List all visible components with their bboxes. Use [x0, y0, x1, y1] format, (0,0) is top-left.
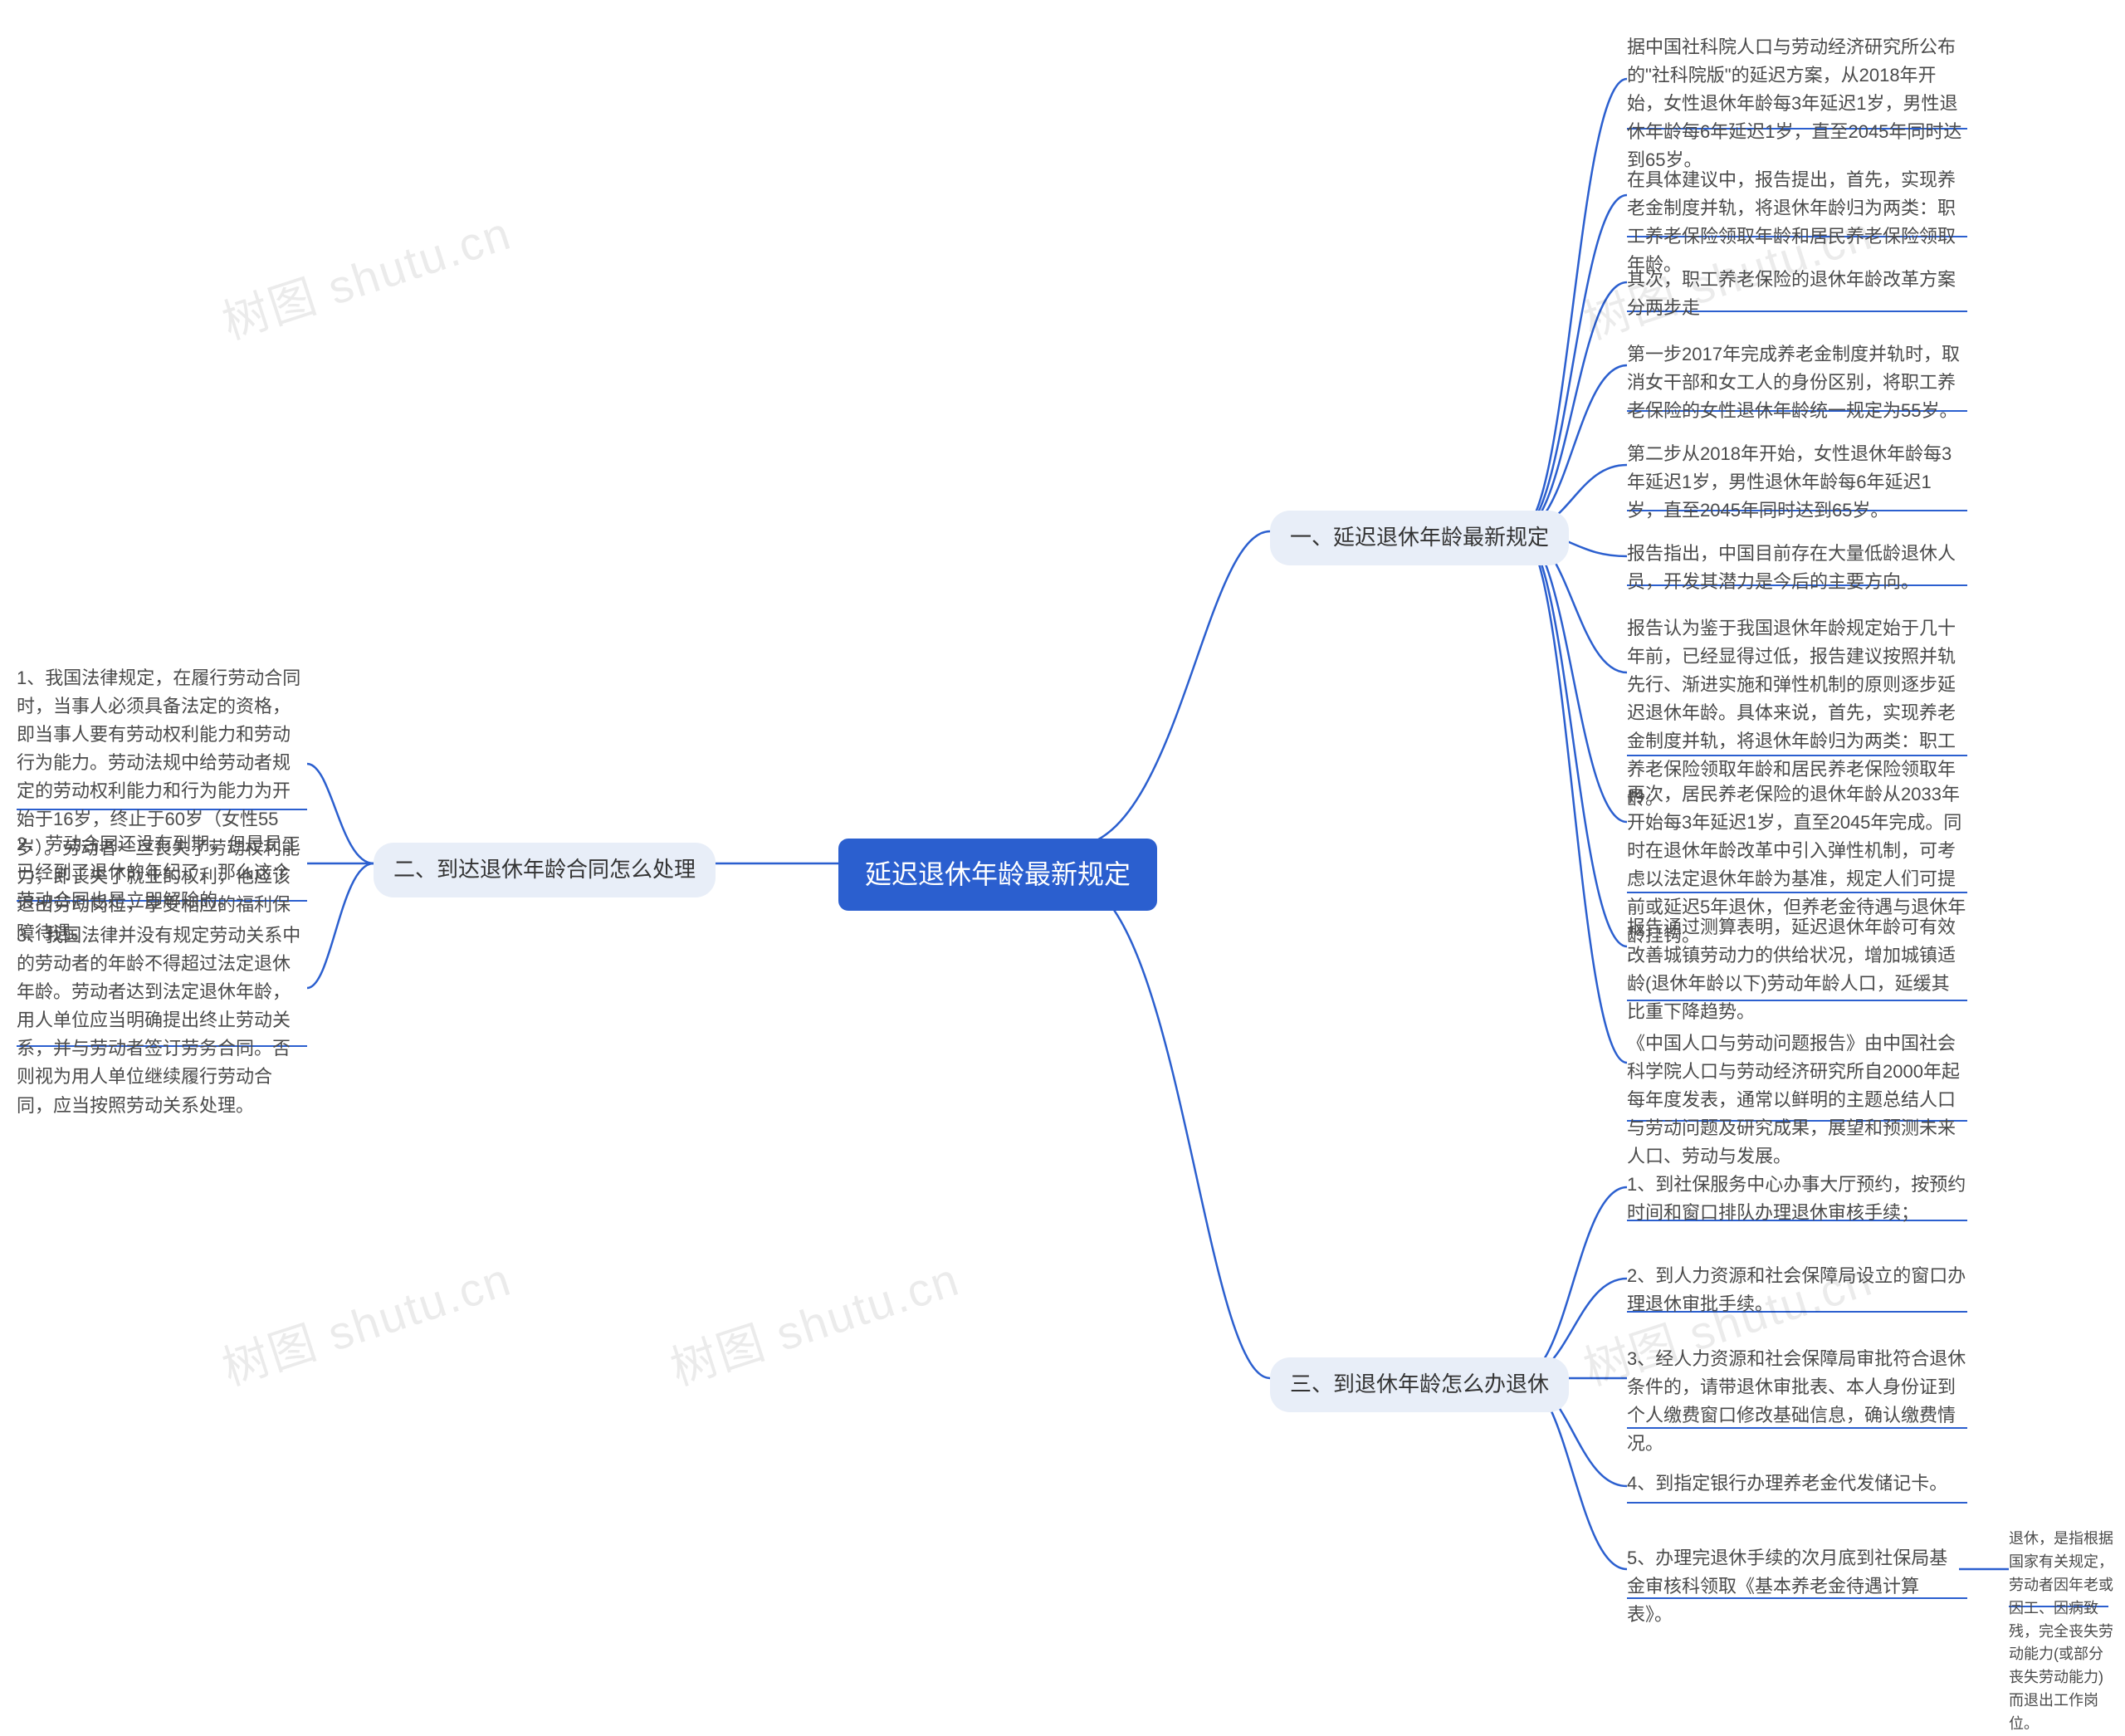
leaf-node: 1、到社保服务中心办事大厅预约，按预约时间和窗口排队办理退休审核手续； [1627, 1171, 1967, 1227]
leaf-node: 3、经人力资源和社会保障局审批符合退休条件的，请带退休审批表、本人身份证到个人缴… [1627, 1345, 1967, 1458]
root-node[interactable]: 延迟退休年龄最新规定 [838, 839, 1157, 911]
branch-node-1[interactable]: 一、延迟退休年龄最新规定 [1270, 511, 1569, 565]
leaf-node: 2、劳动合同还没有到期，但是员工已经到了退休的年纪了，那么这个劳动合同也是立即解… [17, 830, 307, 915]
leaf-node: 报告通过测算表明，延迟退休年龄可有效改善城镇劳动力的供给状况，增加城镇适龄(退休… [1627, 913, 1967, 1026]
sub-leaf-node: 退休，是指根据国家有关规定，劳动者因年老或因工、因病致残，完全丧失劳动能力(或部… [2009, 1528, 2117, 1736]
leaf-node: 在具体建议中，报告提出，首先，实现养老金制度并轨，将退休年龄归为两类：职工养老保… [1627, 166, 1967, 279]
leaf-node: 报告指出，中国目前存在大量低龄退休人员，开发其潜力是今后的主要方向。 [1627, 540, 1967, 596]
leaf-node: 《中国人口与劳动问题报告》由中国社会科学院人口与劳动经济研究所自2000年起每年… [1627, 1029, 1967, 1171]
leaf-node: 3、我国法律并没有规定劳动关系中的劳动者的年龄不得超过法定退休年龄。劳动者达到法… [17, 922, 307, 1120]
leaf-node: 2、到人力资源和社会保障局设立的窗口办理退休审批手续。 [1627, 1262, 1967, 1318]
leaf-node: 据中国社科院人口与劳动经济研究所公布的"社科院版"的延迟方案，从2018年开始，… [1627, 33, 1967, 174]
branch-node-2[interactable]: 二、到达退休年龄合同怎么处理 [374, 843, 716, 897]
leaf-node: 第二步从2018年开始，女性退休年龄每3年延迟1岁，男性退休年龄每6年延迟1岁，… [1627, 440, 1967, 525]
watermark: 树图 shutu.cn [212, 196, 519, 353]
leaf-node: 第一步2017年完成养老金制度并轨时，取消女干部和女工人的身份区别，将职工养老保… [1627, 340, 1967, 425]
leaf-node: 其次，职工养老保险的退休年龄改革方案分两步走 [1627, 266, 1967, 322]
watermark: 树图 shutu.cn [661, 1242, 967, 1399]
branch-node-3[interactable]: 三、到退休年龄怎么办退休 [1270, 1357, 1569, 1412]
watermark: 树图 shutu.cn [212, 1242, 519, 1399]
leaf-node: 5、办理完退休手续的次月底到社保局基金审核科领取《基本养老金待遇计算表》。 [1627, 1544, 1959, 1629]
leaf-node: 4、到指定银行办理养老金代发储记卡。 [1627, 1469, 1967, 1498]
